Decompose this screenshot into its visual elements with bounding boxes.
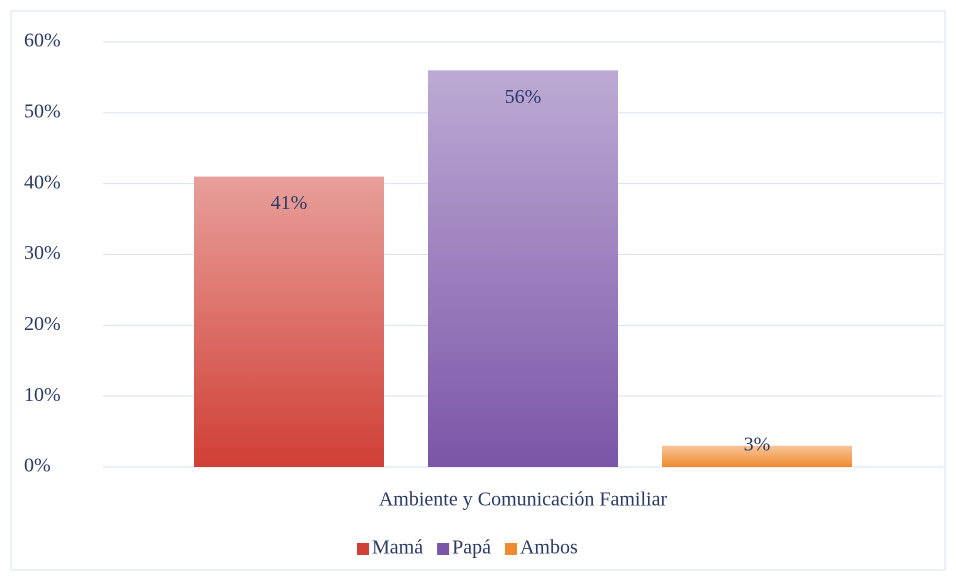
legend-swatch [357,543,369,555]
value-label: 3% [744,433,771,455]
y-tick-label: 10% [24,384,61,406]
bar [662,445,852,467]
legend-label: Mamá [372,537,423,559]
y-tick-label: 20% [24,313,61,335]
bar [194,176,384,468]
bar [428,70,618,467]
y-tick-label: 30% [24,242,61,264]
value-label: 41% [271,192,308,214]
x-tick-label: Ambiente y Comunicación Familiar [379,489,668,511]
y-tick-label: 0% [24,455,51,477]
y-tick-label: 50% [24,100,61,122]
legend-swatch [437,543,450,555]
y-tick-label: 40% [24,171,61,193]
y-tick-label: 60% [24,30,61,52]
value-label: 56% [505,86,542,108]
legend-label: Ambos [520,537,578,559]
legend-label: Papá [452,537,491,559]
legend-swatch [504,543,517,555]
